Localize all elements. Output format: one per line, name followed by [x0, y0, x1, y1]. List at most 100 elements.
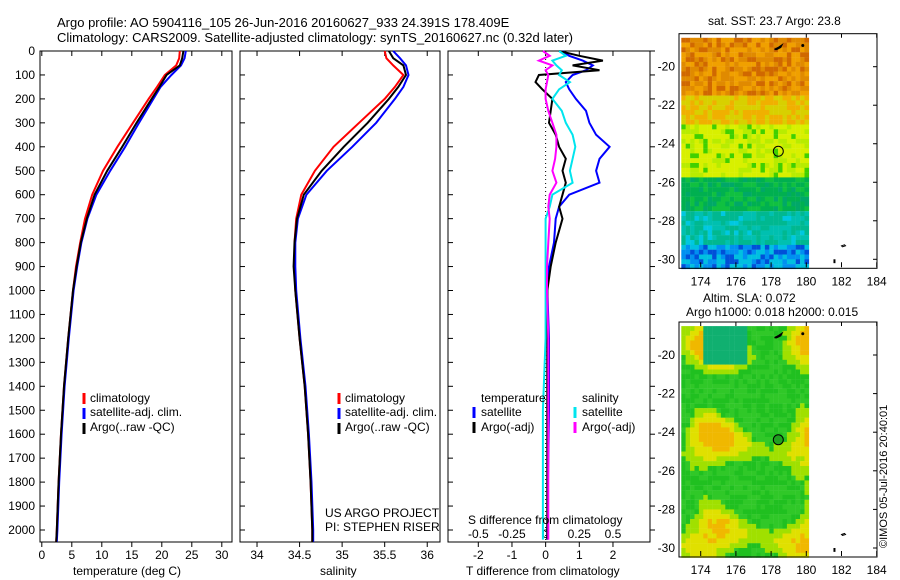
- map-pixel: [725, 485, 730, 491]
- map-pixel: [778, 383, 783, 389]
- map-pixel: [738, 143, 744, 149]
- map-pixel: [756, 374, 761, 380]
- map-pixel: [681, 451, 686, 457]
- map-pixel: [729, 206, 735, 212]
- map-pixel: [795, 114, 801, 120]
- map-pixel: [716, 163, 722, 168]
- map-pixel: [685, 480, 691, 486]
- map-pixel: [685, 201, 691, 207]
- map-pixel: [791, 158, 796, 164]
- map-pixel: [712, 240, 717, 245]
- map-pixel: [694, 509, 700, 515]
- map-pixel: [769, 187, 774, 193]
- map-pixel: [769, 163, 774, 168]
- map-pixel: [681, 470, 686, 476]
- map-pixel: [756, 76, 761, 82]
- map-pixel: [782, 538, 788, 544]
- map-pixel: [773, 81, 779, 87]
- map-pixel: [707, 552, 713, 558]
- map-pixel: [712, 105, 717, 111]
- map-pixel: [756, 480, 761, 486]
- map-pixel: [729, 86, 735, 91]
- map-pixel: [786, 259, 792, 265]
- map-pixel: [786, 383, 792, 389]
- map-pixel: [707, 403, 713, 409]
- map-pixel: [720, 335, 726, 341]
- map-pixel: [738, 230, 744, 236]
- map-pixel: [756, 509, 761, 515]
- map-pixel: [703, 485, 708, 491]
- map-pixel: [703, 466, 708, 471]
- map-pixel: [698, 494, 704, 500]
- map-pixel: [734, 412, 739, 418]
- map-pixel: [795, 182, 801, 188]
- map-pixel: [756, 81, 761, 87]
- map-pixel: [725, 220, 730, 226]
- map-pixel: [800, 124, 805, 130]
- map-pixel: [681, 422, 686, 428]
- map-pixel: [734, 95, 739, 101]
- depth-tick-label: 1900: [8, 499, 35, 513]
- map-pixel: [764, 264, 770, 270]
- map-pixel: [685, 119, 691, 125]
- map-pixel: [804, 364, 810, 370]
- map-pixel: [800, 220, 805, 226]
- map-pixel: [720, 548, 726, 553]
- map-pixel: [760, 206, 766, 212]
- map-pixel: [707, 359, 713, 365]
- map-pixel: [782, 441, 788, 447]
- map-pixel: [760, 61, 766, 67]
- map-pixel: [786, 441, 792, 447]
- map-pixel: [756, 57, 761, 63]
- map-pixel: [685, 163, 691, 168]
- map-pixel: [716, 548, 722, 553]
- map-pixel: [694, 335, 700, 341]
- map-pixel: [773, 350, 779, 356]
- map-pixel: [725, 326, 730, 332]
- map-pixel: [729, 388, 735, 394]
- map-pixel: [800, 81, 805, 87]
- map-pixel: [694, 167, 700, 173]
- map-pixel: [795, 47, 801, 53]
- map-pixel: [747, 441, 752, 447]
- map-pixel: [681, 340, 686, 346]
- map-pixel: [782, 52, 788, 58]
- map-pixel: [698, 427, 704, 433]
- map-pixel: [698, 335, 704, 341]
- map-pixel: [681, 163, 686, 168]
- map-pixel: [738, 211, 744, 217]
- map-pixel: [773, 216, 779, 221]
- map-pixel: [716, 355, 722, 360]
- map-pixel: [769, 100, 774, 106]
- map-pixel: [778, 259, 783, 265]
- map-pixel: [738, 475, 744, 481]
- map-pixel: [690, 432, 695, 438]
- map-pixel: [769, 158, 774, 164]
- map-pixel: [760, 244, 766, 250]
- map-pixel: [756, 114, 761, 120]
- map-pixel: [747, 374, 752, 380]
- map-pixel: [738, 191, 744, 197]
- map-pixel: [756, 105, 761, 111]
- map-pixel: [778, 451, 783, 457]
- map-pixel: [778, 134, 783, 140]
- map-pixel: [791, 240, 796, 245]
- map-pixel: [773, 461, 779, 467]
- map-pixel: [786, 196, 792, 202]
- map-pixel: [751, 364, 757, 370]
- map-pixel: [712, 37, 717, 43]
- map-pixel: [751, 220, 757, 226]
- map-pixel: [773, 124, 779, 130]
- map-pixel: [764, 61, 770, 67]
- map-pixel: [804, 235, 810, 241]
- map-pixel: [712, 81, 717, 87]
- map-pixel: [804, 437, 810, 442]
- map-pixel: [804, 71, 810, 77]
- map-pixel: [690, 57, 695, 63]
- map-pixel: [720, 153, 726, 159]
- map-pixel: [703, 335, 708, 341]
- map-pixel: [742, 143, 748, 149]
- map-pixel: [800, 548, 805, 553]
- map-pixel: [690, 543, 695, 549]
- map-pixel: [707, 326, 713, 332]
